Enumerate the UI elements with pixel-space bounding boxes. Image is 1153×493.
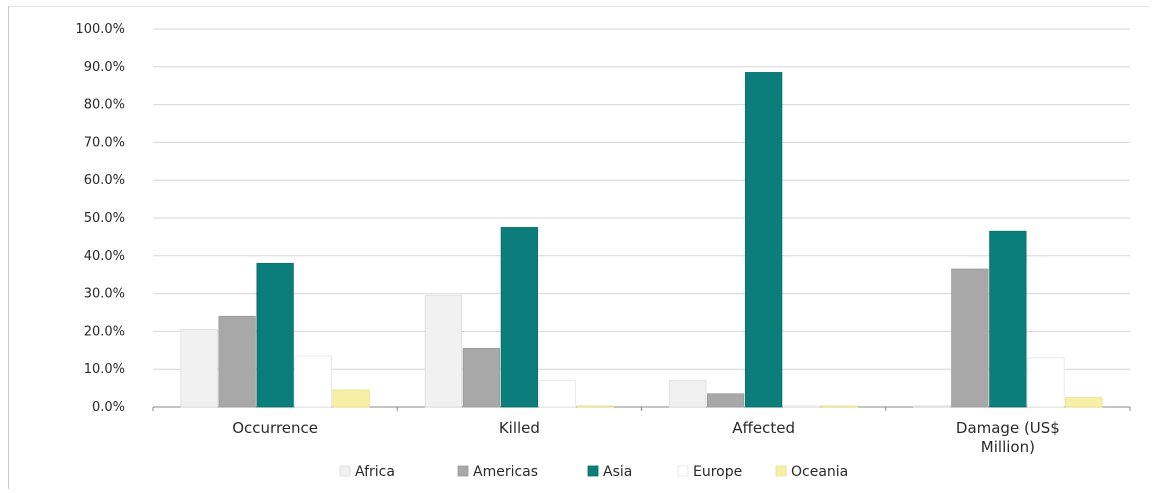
x-category-label: Affected [732, 419, 795, 437]
x-category-label: Occurrence [232, 419, 318, 437]
y-tick-label: 10.0% [84, 362, 125, 377]
y-tick-label: 50.0% [84, 211, 125, 226]
bar-africa-0 [180, 329, 218, 408]
bar-europe-1 [538, 380, 577, 408]
legend-label-africa: Africa [355, 464, 395, 480]
bar-oceania-1 [576, 405, 615, 408]
legend-swatch-asia [587, 465, 599, 477]
y-tick-label: 90.0% [84, 60, 125, 75]
bar-asia-0 [256, 262, 294, 408]
y-tick-label: 60.0% [84, 173, 125, 188]
chart-frame [8, 6, 1149, 489]
bar-africa-3 [913, 405, 951, 408]
legend-label-europe: Europe [693, 464, 742, 480]
bar-asia-2 [744, 72, 783, 408]
bar-americas-1 [462, 348, 501, 408]
y-tick-label: 100.0% [75, 22, 125, 37]
bar-europe-0 [294, 355, 332, 408]
y-tick-label: 30.0% [84, 287, 125, 302]
bar-europe-3 [1027, 357, 1065, 408]
bar-europe-2 [782, 405, 821, 408]
legend-swatch-africa [339, 465, 351, 477]
bar-africa-1 [424, 295, 463, 408]
bar-americas-2 [706, 393, 745, 408]
bars [180, 72, 1103, 408]
bar-oceania-2 [820, 405, 859, 408]
x-category-label: Killed [499, 419, 540, 437]
bar-oceania-3 [1065, 397, 1103, 408]
legend-swatch-oceania [775, 465, 787, 477]
bar-oceania-0 [332, 389, 370, 408]
legend-label-americas: Americas [473, 464, 538, 480]
bar-africa-2 [668, 380, 707, 408]
y-tick-label: 0.0% [92, 400, 125, 415]
x-category-label: Million) [981, 438, 1035, 456]
bar-asia-3 [989, 230, 1027, 408]
legend-label-asia: Asia [603, 464, 632, 480]
legend-swatch-americas [457, 465, 469, 477]
x-category-label: Damage (US$ [956, 419, 1060, 437]
y-tick-label: 70.0% [84, 135, 125, 150]
legend-label-oceania: Oceania [791, 464, 848, 480]
legend-swatch-europe [677, 465, 689, 477]
legend: Africa Americas Asia Europe Oceania [339, 464, 848, 480]
bar-americas-0 [218, 315, 256, 408]
y-tick-label: 40.0% [84, 249, 125, 264]
y-tick-label: 20.0% [84, 324, 125, 339]
y-tick-label: 80.0% [84, 98, 125, 113]
bar-americas-3 [951, 268, 989, 408]
bar-asia-1 [500, 227, 539, 408]
